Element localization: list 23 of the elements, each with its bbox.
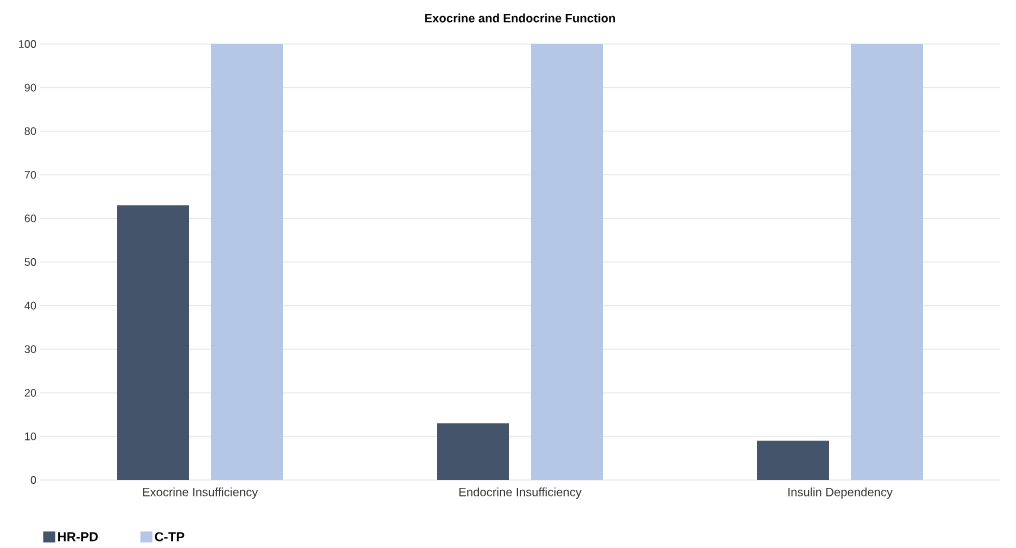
y-tick-label: 100: [18, 40, 37, 48]
y-tick-label: 30: [24, 345, 37, 354]
y-tick-label: 80: [24, 127, 37, 136]
x-tick-label: Endocrine Insufficiency: [459, 487, 582, 499]
bar: [437, 423, 510, 480]
y-tick-label: 0: [30, 476, 37, 484]
bar: [211, 43, 284, 480]
bar: [851, 43, 923, 480]
y-tick-label: 60: [24, 214, 37, 223]
legend-label: HR-PD: [58, 532, 98, 542]
y-tick-label: 90: [24, 83, 37, 92]
y-tick-label: 70: [24, 170, 37, 179]
y-tick-label: 20: [24, 388, 37, 397]
legend-label: C-TP: [154, 532, 185, 542]
y-tick-label: 50: [24, 258, 37, 266]
bar: [757, 440, 830, 480]
y-tick-label: 10: [25, 432, 37, 441]
x-tick-label: Insulin Dependency: [788, 487, 893, 499]
chart-title: Exocrine and Endocrine Function: [425, 13, 615, 23]
bar: [531, 43, 604, 480]
bar: [117, 205, 190, 480]
y-tick-label: 40: [24, 301, 37, 310]
x-tick-label: Exocrine Insufficiency: [143, 487, 258, 499]
